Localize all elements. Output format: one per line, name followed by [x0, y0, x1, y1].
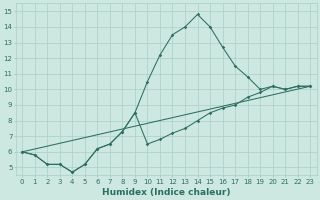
X-axis label: Humidex (Indice chaleur): Humidex (Indice chaleur) [102, 188, 230, 197]
